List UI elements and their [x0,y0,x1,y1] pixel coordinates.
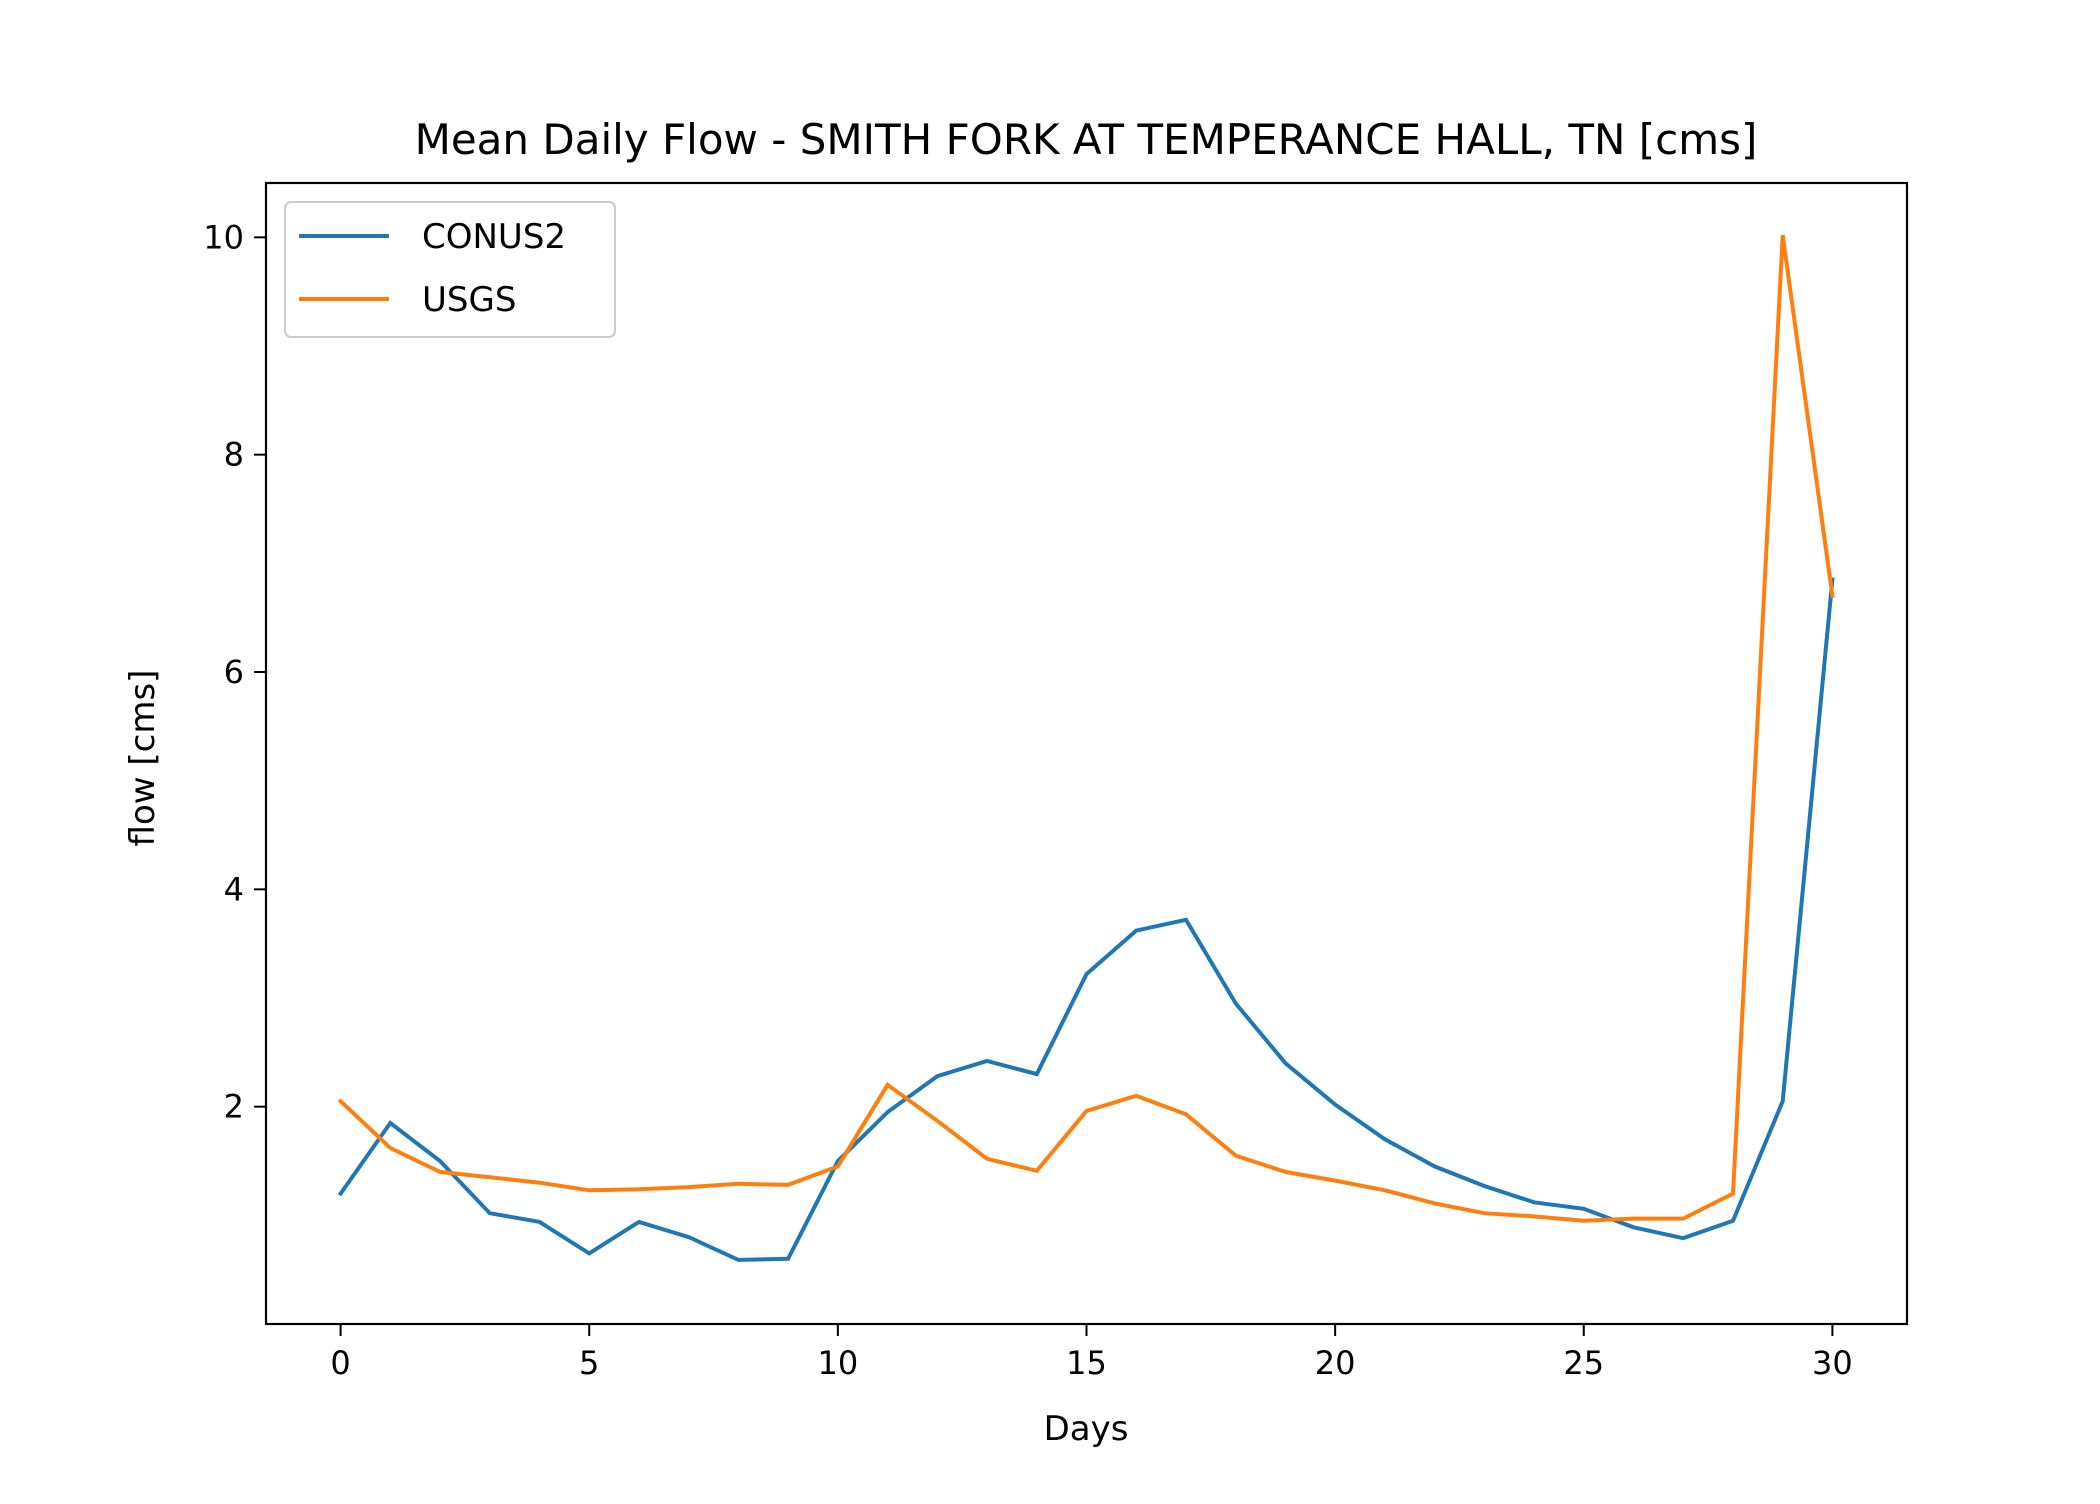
chart-title: Mean Daily Flow - SMITH FORK AT TEMPERAN… [415,115,1758,164]
x-tick-label: 5 [579,1344,599,1382]
legend-label-conus2: CONUS2 [422,217,566,257]
legend: CONUS2 USGS [284,201,616,338]
x-axis-label: Days [1044,1409,1129,1449]
series-line-conus2 [337,577,1835,1262]
x-tick-label: 20 [1315,1344,1356,1382]
y-tick-label: 2 [224,1088,244,1126]
legend-label-usgs: USGS [422,280,516,320]
plot-area [264,181,1909,1326]
y-tick-label: 6 [224,653,244,691]
x-tick-label: 25 [1563,1344,1604,1382]
series-line-usgs [337,234,1835,1223]
x-tick-label: 0 [330,1344,350,1382]
y-tick-label: 10 [203,218,244,256]
x-tick-label: 15 [1066,1344,1107,1382]
x-tick-label: 30 [1812,1344,1853,1382]
y-tick-label: 8 [224,436,244,474]
plot-frame [264,181,1909,1326]
y-tick-label: 4 [224,870,244,908]
series-layer [337,234,1835,1262]
x-tick-label: 10 [818,1344,859,1382]
y-axis: 2 4 6 8 10 [203,218,266,1126]
x-axis: 0 5 10 15 20 25 30 [330,1324,1853,1382]
y-axis-label: flow [cms] [123,670,163,847]
